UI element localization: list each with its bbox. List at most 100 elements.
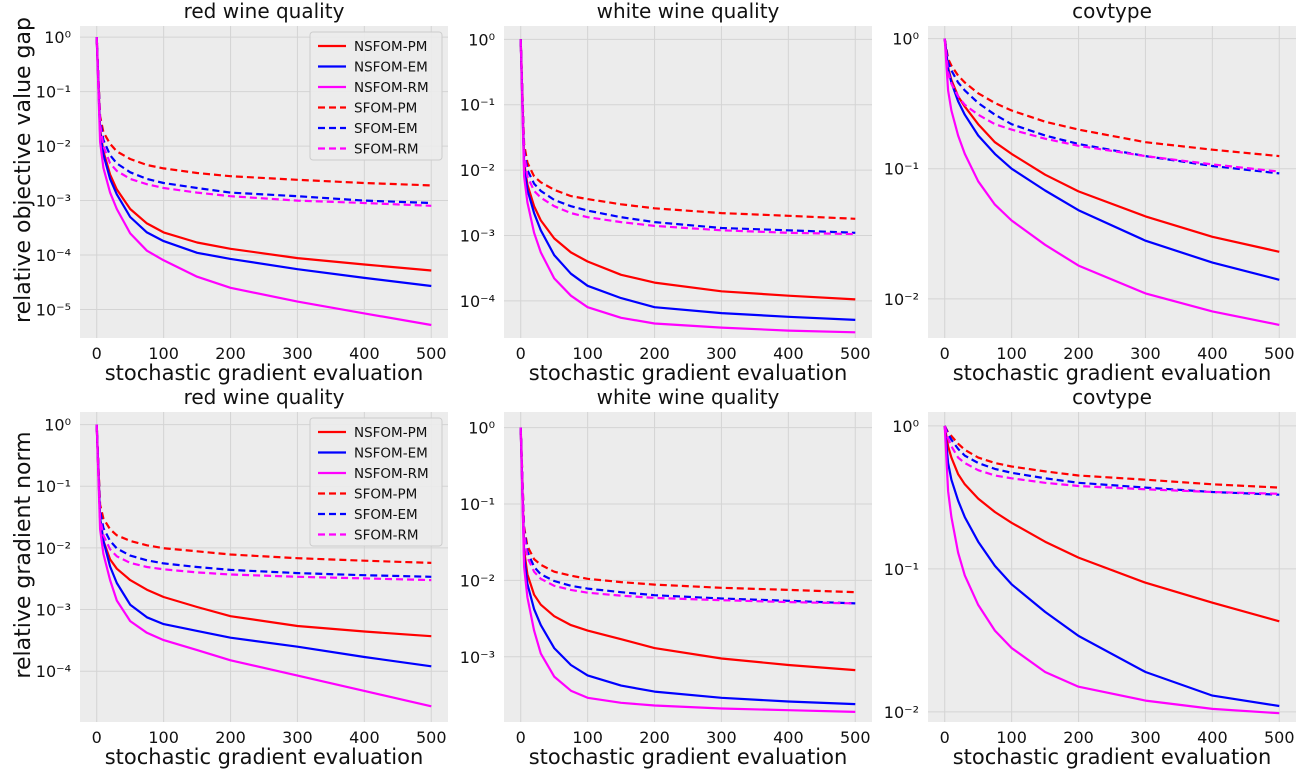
series-line-sfom-pm: [95, 37, 432, 187]
row-2-ylabel: relative gradient norm: [11, 431, 36, 678]
y-tick-label: 10⁻⁴: [460, 292, 495, 311]
y-tick-label: 10⁻³: [460, 648, 495, 667]
x-tick-label: 400: [773, 728, 804, 747]
y-tick-label: 10⁻³: [460, 226, 495, 245]
y-tick-label: 10⁻¹: [36, 477, 71, 496]
x-tick-label: 200: [215, 728, 246, 747]
x-tick-label: 200: [639, 728, 670, 747]
y-tick-label: 10⁻²: [460, 161, 495, 180]
x-tick-label: 400: [1197, 728, 1228, 747]
x-tick-label: 400: [349, 344, 380, 363]
x-axis-label: stochastic gradient evaluation: [953, 745, 1272, 769]
chart-title: white wine quality: [597, 0, 780, 23]
series-line-nsfom-rm: [943, 38, 1280, 326]
x-tick-label: 200: [1063, 728, 1094, 747]
panels-group: 0 100 200 300 400 500 10⁻⁵ 10⁻⁴ 10⁻³ 10⁻² 10⁻¹ 10⁰ r…: [36, 0, 1296, 769]
y-tick-label: 10⁻¹: [884, 560, 919, 579]
x-axis-label: stochastic gradient evaluation: [529, 745, 848, 769]
series-line-nsfom-rm: [95, 424, 432, 708]
series-line-nsfom-em: [95, 424, 432, 668]
x-tick-label: 0: [940, 344, 950, 363]
y-tick-label: 10⁰: [468, 419, 495, 438]
x-tick-label: 300: [1130, 728, 1161, 747]
series-line-nsfom-rm: [943, 425, 1280, 715]
series-line-sfom-em: [943, 425, 1280, 496]
chart-title: covtype: [1072, 0, 1152, 23]
y-tick-label: 10⁻²: [36, 539, 71, 558]
x-tick-label: 300: [282, 728, 313, 747]
legend: NSFOM-PM NSFOM-EM NSFOM-RM SFOM-PM SFOM-EM SF…: [309, 417, 443, 547]
chart-title: red wine quality: [184, 385, 345, 409]
series-line-sfom-em: [95, 424, 432, 578]
x-tick-label: 500: [1264, 728, 1295, 747]
series-line-sfom-em: [519, 39, 856, 234]
y-tick-label: 10⁰: [44, 28, 71, 47]
series-line-sfom-pm: [519, 39, 856, 220]
legend-label: NSFOM-PM: [354, 39, 427, 55]
x-tick-label: 500: [416, 728, 447, 747]
series-line-sfom-rm: [519, 39, 856, 236]
series-line-nsfom-pm: [519, 427, 856, 672]
x-tick-label: 400: [349, 728, 380, 747]
x-tick-label: 400: [773, 344, 804, 363]
chart-panel-6: 0 100 200 300 400 500 10⁻² 10⁻¹ 10⁰ covtype stocha…: [884, 385, 1296, 769]
series-line-sfom-rm: [95, 37, 432, 207]
y-tick-label: 10⁻¹: [884, 160, 919, 179]
x-tick-label: 100: [572, 728, 603, 747]
y-tick-label: 10⁰: [44, 416, 71, 435]
x-tick-label: 100: [572, 344, 603, 363]
y-tick-label: 10⁻¹: [460, 96, 495, 115]
y-tick-label: 10⁻¹: [460, 495, 495, 514]
y-tick-label: 10⁻¹: [36, 83, 71, 102]
legend-label: NSFOM-EM: [354, 60, 428, 76]
y-tick-label: 10⁻⁵: [36, 301, 71, 320]
y-tick-label: 10⁰: [468, 30, 495, 49]
x-tick-label: 300: [706, 344, 737, 363]
x-tick-label: 300: [1130, 344, 1161, 363]
x-tick-label: 100: [996, 728, 1027, 747]
legend-label: SFOM-PM: [354, 487, 417, 503]
x-tick-label: 500: [416, 344, 447, 363]
legend-label: SFOM-EM: [354, 507, 418, 523]
x-tick-label: 500: [840, 728, 871, 747]
chart-panel-4: 0 100 200 300 400 500 10⁻⁴ 10⁻³ 10⁻² 10⁻¹ 10⁰ red w…: [36, 385, 448, 769]
x-tick-label: 200: [1063, 344, 1094, 363]
legend-label: SFOM-PM: [354, 101, 417, 117]
y-tick-label: 10⁻³: [36, 192, 71, 211]
chart-title: covtype: [1072, 385, 1152, 409]
gridlines: [504, 412, 872, 722]
x-tick-label: 500: [840, 344, 871, 363]
plot-area: [504, 412, 872, 722]
row-1-ylabel: relative objective value gap: [11, 17, 36, 323]
y-tick-label: 10⁻⁴: [36, 246, 71, 265]
x-tick-label: 100: [148, 728, 179, 747]
x-tick-label: 100: [148, 344, 179, 363]
chart-title: red wine quality: [184, 0, 345, 23]
series-line-nsfom-em: [519, 427, 856, 706]
x-tick-label: 300: [282, 344, 313, 363]
plot-area: [928, 412, 1296, 722]
gridlines: [928, 412, 1296, 722]
plot-area: [504, 26, 872, 338]
chart-panel-3: 0 100 200 300 400 500 10⁻² 10⁻¹ 10⁰ covtype stocha…: [884, 0, 1296, 385]
series-line-nsfom-rm: [95, 37, 432, 327]
legend-label: SFOM-RM: [354, 528, 419, 544]
x-axis-label: stochastic gradient evaluation: [953, 361, 1272, 385]
series-line-sfom-pm: [943, 38, 1280, 158]
series-line-sfom-pm: [519, 427, 856, 594]
legend-label: SFOM-RM: [354, 142, 419, 158]
series-line-sfom-pm: [943, 425, 1280, 489]
legend-label: NSFOM-PM: [354, 425, 427, 441]
x-tick-label: 0: [516, 344, 526, 363]
x-tick-label: 400: [1197, 344, 1228, 363]
x-axis-label: stochastic gradient evaluation: [105, 361, 424, 385]
series-line-nsfom-em: [519, 39, 856, 321]
series-line-nsfom-em: [943, 425, 1280, 708]
x-axis-label: stochastic gradient evaluation: [105, 745, 424, 769]
x-tick-label: 500: [1264, 344, 1295, 363]
chart-panel-5: 0 100 200 300 400 500 10⁻³ 10⁻² 10⁻¹ 10⁰ white win…: [460, 385, 872, 769]
legend-label: SFOM-EM: [354, 121, 418, 137]
chart-title: white wine quality: [597, 385, 780, 409]
y-tick-label: 10⁻²: [36, 137, 71, 156]
